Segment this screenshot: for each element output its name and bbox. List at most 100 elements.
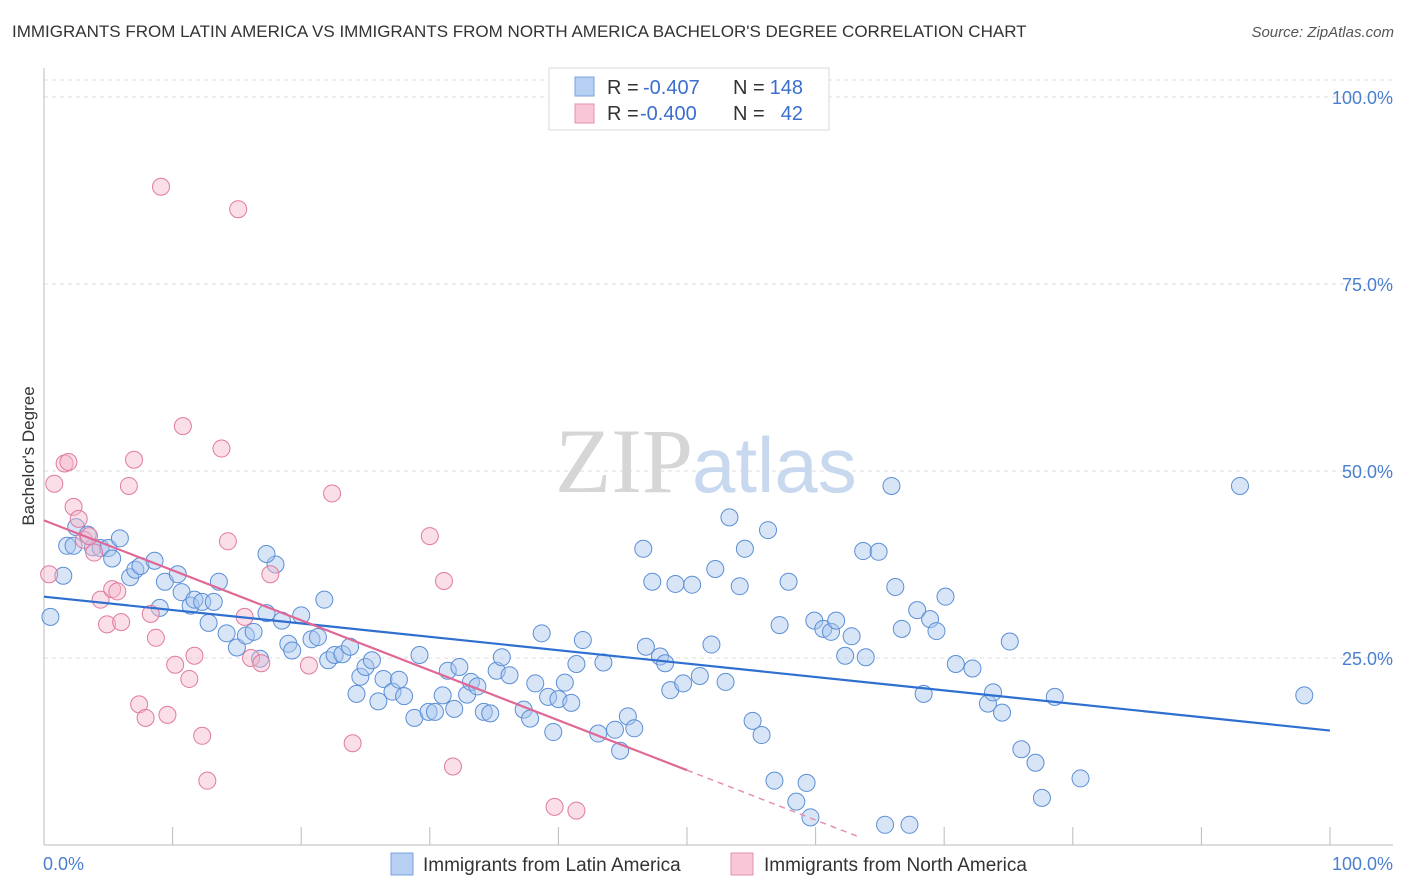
point-latin-america-1 — [54, 566, 73, 585]
bottom-legend-swatch-pink — [730, 852, 754, 876]
point-latin-america-96 — [720, 508, 739, 527]
legend: R = -0.407 N = 148 R = -0.400 N = 42 — [548, 67, 830, 131]
point-latin-america-22 — [199, 613, 218, 632]
point-north-america-20 — [152, 177, 171, 196]
point-north-america-8 — [85, 543, 104, 562]
axes: 100.0% 75.0% 50.0% 25.0% — [43, 68, 1393, 846]
point-north-america-36 — [323, 484, 342, 503]
point-latin-america-95 — [716, 672, 735, 691]
point-latin-america-121 — [900, 815, 919, 834]
point-latin-america-66 — [500, 666, 519, 685]
point-latin-america-115 — [856, 648, 875, 667]
point-latin-america-94 — [706, 559, 725, 578]
point-latin-america-63 — [481, 704, 500, 723]
point-north-america-18 — [141, 604, 160, 623]
point-latin-america-43 — [351, 667, 370, 686]
legend-n-value-2: 42 — [781, 103, 803, 125]
point-latin-america-140 — [634, 539, 653, 558]
point-latin-america-122 — [908, 601, 927, 620]
point-latin-america-126 — [936, 587, 955, 606]
trend-line-latin-america — [43, 595, 1331, 732]
point-latin-america-125 — [927, 622, 946, 641]
x-tick-label-0: 0.0% — [43, 854, 84, 874]
point-latin-america-106 — [797, 773, 816, 792]
point-north-america-38 — [420, 527, 439, 546]
point-latin-america-135 — [1032, 788, 1051, 807]
trend-line-north-america — [43, 519, 688, 772]
point-north-america-5 — [69, 509, 88, 528]
legend-swatch-blue — [574, 76, 595, 97]
point-latin-america-48 — [383, 682, 402, 701]
point-latin-america-23 — [204, 592, 223, 611]
point-latin-america-82 — [618, 707, 637, 726]
point-north-america-27 — [198, 771, 217, 790]
y-axis-label: Bachelor's Degree — [19, 386, 38, 525]
point-north-america-32 — [242, 649, 261, 667]
point-north-america-4 — [64, 497, 83, 516]
point-latin-america-133 — [1012, 740, 1031, 759]
point-latin-america-3 — [64, 536, 83, 555]
point-latin-america-99 — [743, 711, 762, 730]
point-latin-america-119 — [886, 577, 905, 596]
point-latin-america-87 — [656, 654, 675, 673]
point-latin-america-137 — [1071, 769, 1090, 788]
y-tick-label-75: 75.0% — [1342, 275, 1393, 295]
point-latin-america-28 — [244, 622, 263, 641]
legend-r-value-1: -0.407 — [643, 77, 700, 99]
point-north-america-21 — [158, 705, 177, 724]
point-latin-america-101 — [759, 521, 778, 540]
point-latin-america-114 — [854, 542, 873, 561]
point-north-america-29 — [218, 532, 237, 551]
point-latin-america-2 — [58, 536, 77, 555]
point-latin-america-97 — [730, 577, 749, 596]
point-latin-america-120 — [892, 619, 911, 638]
point-north-america-0 — [40, 565, 59, 584]
legend-n-value-1: 148 — [770, 77, 803, 99]
watermark-zip: ZIP — [555, 410, 693, 512]
point-latin-america-31 — [266, 555, 285, 574]
point-latin-america-25 — [217, 624, 236, 643]
point-latin-america-49 — [389, 670, 408, 689]
point-latin-america-132 — [1000, 632, 1019, 651]
point-latin-america-118 — [882, 476, 901, 495]
chart-title: IMMIGRANTS FROM LATIN AMERICA VS IMMIGRA… — [12, 22, 1027, 41]
point-north-america-33 — [252, 654, 271, 673]
point-north-america-28 — [212, 439, 231, 458]
point-latin-america-77 — [573, 631, 592, 650]
chart-source: Source: ZipAtlas.com — [1251, 24, 1394, 41]
point-latin-america-103 — [770, 616, 789, 635]
point-latin-america-90 — [674, 674, 693, 693]
point-north-america-40 — [443, 757, 462, 776]
point-latin-america-134 — [1026, 753, 1045, 772]
point-latin-america-46 — [369, 692, 388, 711]
point-latin-america-52 — [410, 646, 429, 665]
point-latin-america-89 — [666, 574, 685, 593]
point-latin-america-110 — [822, 622, 841, 641]
point-latin-america-130 — [984, 683, 1003, 702]
bottom-legend-label-1: Immigrants from Latin America — [423, 855, 681, 876]
point-north-america-25 — [185, 646, 204, 665]
legend-r-value-2: -0.400 — [640, 103, 697, 125]
point-north-america-14 — [119, 476, 138, 495]
point-latin-america-100 — [752, 726, 771, 745]
point-latin-america-0 — [41, 607, 60, 626]
point-latin-america-54 — [425, 702, 444, 721]
bottom-legend-label-2: Immigrants from North America — [764, 855, 1027, 876]
trend-lines — [43, 519, 1331, 839]
point-latin-america-91 — [683, 575, 702, 594]
point-latin-america-36 — [308, 628, 327, 647]
point-latin-america-111 — [827, 611, 846, 630]
legend-n-label-2: N = — [733, 103, 765, 125]
point-latin-america-70 — [532, 624, 551, 643]
point-latin-america-74 — [555, 673, 574, 692]
point-north-america-13 — [112, 613, 131, 632]
point-latin-america-127 — [946, 654, 965, 673]
point-latin-america-113 — [842, 627, 861, 646]
legend-n-label-1: N = — [733, 77, 765, 99]
point-latin-america-102 — [765, 771, 784, 790]
point-latin-america-45 — [362, 651, 381, 670]
point-latin-america-42 — [347, 684, 366, 703]
point-north-america-19 — [146, 628, 165, 647]
y-tick-label-100: 100.0% — [1332, 88, 1393, 108]
